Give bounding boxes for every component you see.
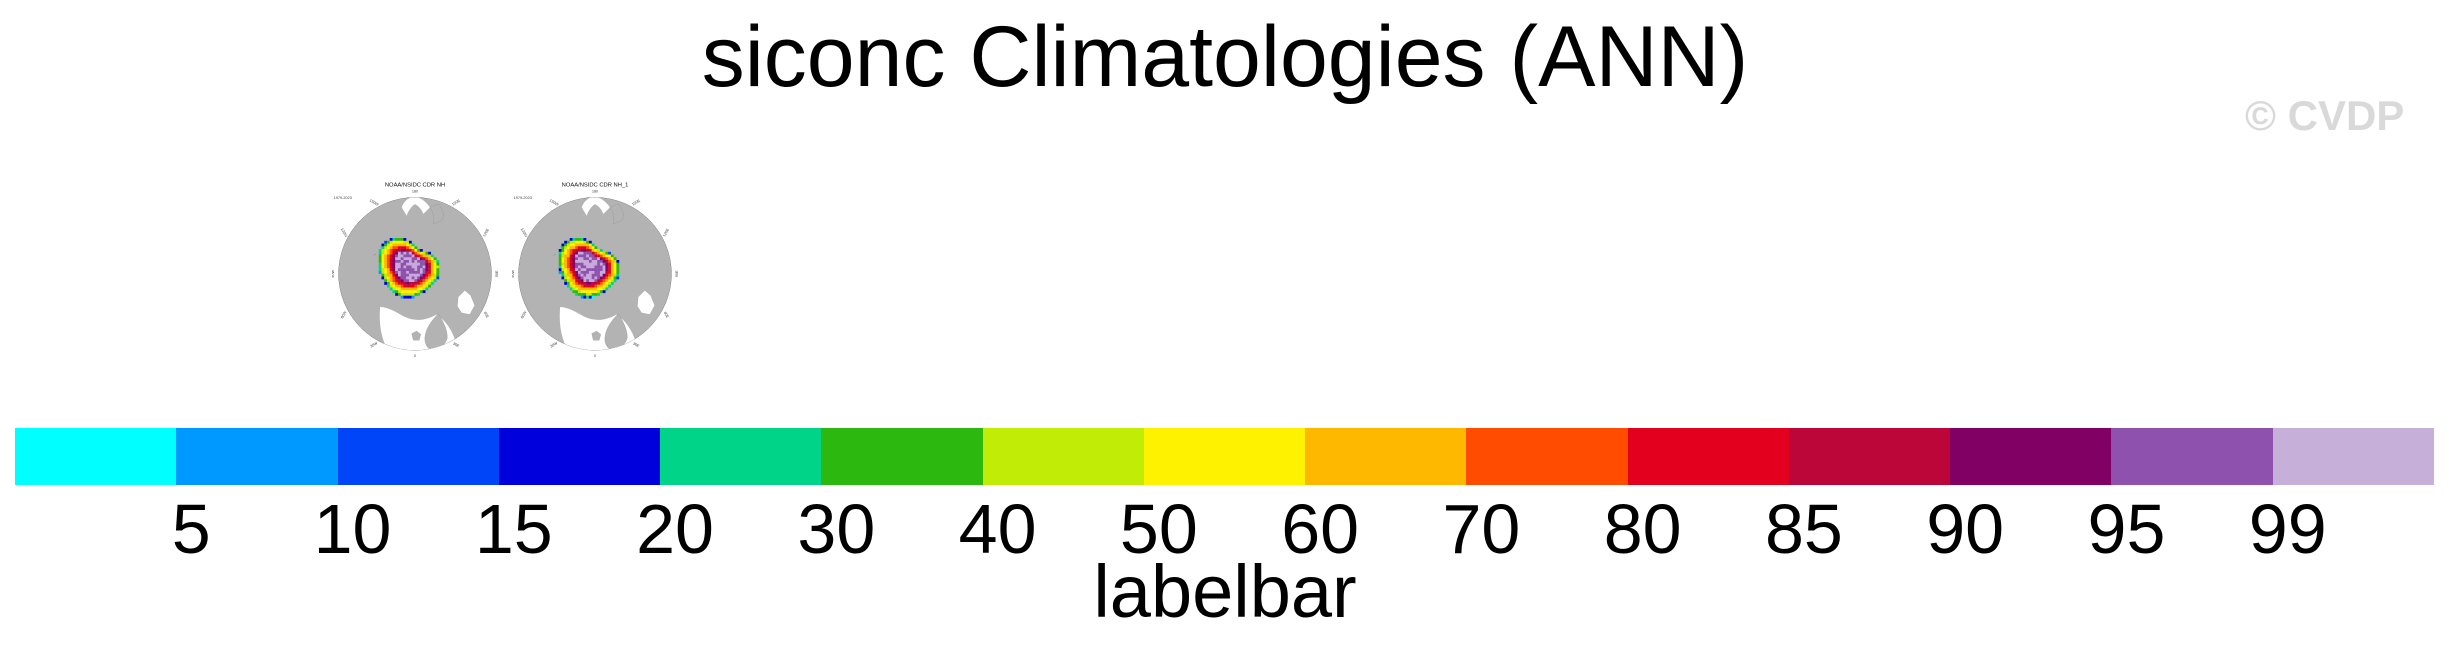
svg-text:150E: 150E: [631, 198, 641, 206]
svg-text:180: 180: [592, 190, 598, 194]
svg-text:NOAA/NSIDC CDR NH: NOAA/NSIDC CDR NH: [385, 183, 445, 189]
svg-text:180: 180: [412, 190, 418, 194]
svg-text:150E: 150E: [451, 198, 461, 206]
svg-text:90E: 90E: [495, 270, 498, 277]
svg-text:90E: 90E: [675, 270, 678, 277]
svg-text:120E: 120E: [482, 227, 490, 237]
svg-text:0: 0: [594, 354, 596, 357]
svg-text:150W: 150W: [549, 198, 560, 207]
svg-text:120W: 120W: [520, 227, 529, 238]
svg-text:60E: 60E: [663, 311, 670, 319]
svg-text:150W: 150W: [369, 198, 380, 207]
svg-text:120W: 120W: [340, 227, 349, 238]
svg-text:90W: 90W: [512, 269, 515, 277]
svg-text:60E: 60E: [483, 311, 490, 319]
svg-text:1979-2023: 1979-2023: [334, 196, 352, 200]
svg-text:60W: 60W: [520, 310, 528, 319]
svg-text:0: 0: [414, 354, 416, 357]
svg-text:30W: 30W: [370, 341, 379, 349]
svg-text:30E: 30E: [452, 342, 460, 349]
svg-text:1979-2023: 1979-2023: [514, 196, 532, 200]
svg-text:NOAA/NSIDC CDR NH_1: NOAA/NSIDC CDR NH_1: [562, 183, 629, 189]
svg-text:90W: 90W: [332, 269, 335, 277]
svg-text:60W: 60W: [340, 310, 348, 319]
svg-text:120E: 120E: [662, 227, 670, 237]
svg-text:30W: 30W: [550, 341, 559, 349]
svg-text:30E: 30E: [632, 342, 640, 349]
